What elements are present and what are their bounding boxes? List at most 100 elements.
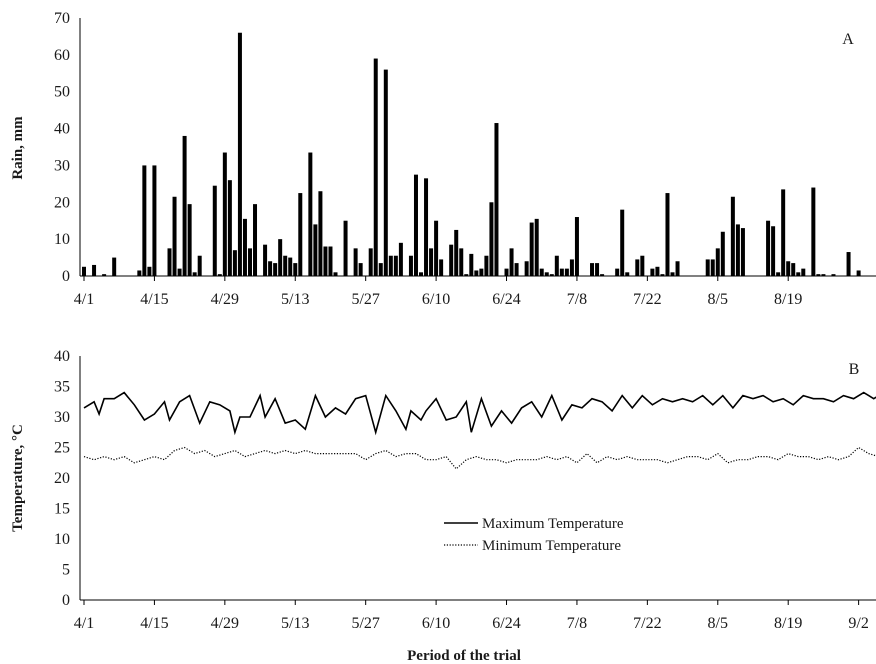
rain-bar bbox=[529, 222, 534, 276]
rain-bar bbox=[278, 239, 283, 276]
temperature-y-tick-label: 0 bbox=[62, 592, 70, 609]
rain-bar bbox=[167, 248, 172, 276]
rain-bar bbox=[730, 196, 735, 276]
temperature-x-tick-label: 4/15 bbox=[140, 615, 168, 632]
rain-x-tick-label: 4/15 bbox=[140, 291, 168, 308]
rain-bar bbox=[429, 248, 434, 276]
temperature-x-tick-label: 7/22 bbox=[633, 615, 661, 632]
temperature-y-tick-label: 20 bbox=[54, 470, 70, 487]
rain-bar bbox=[660, 274, 665, 276]
rain-bar bbox=[549, 274, 554, 276]
rain-bar bbox=[665, 193, 670, 276]
rain-bar bbox=[595, 263, 600, 276]
rain-x-tick-label: 7/8 bbox=[567, 291, 587, 308]
rain-bar bbox=[449, 244, 454, 276]
rain-bar bbox=[650, 268, 655, 276]
rain-bar bbox=[408, 255, 413, 276]
rain-bar bbox=[816, 274, 821, 276]
rain-bar bbox=[92, 264, 97, 276]
rain-bar bbox=[383, 69, 388, 276]
rain-y-tick-label: 10 bbox=[54, 231, 70, 248]
rain-bar bbox=[489, 202, 494, 276]
temperature-y-tick-label: 30 bbox=[54, 409, 70, 426]
rain-bar bbox=[283, 255, 288, 276]
rain-bar bbox=[378, 263, 383, 276]
rain-bar bbox=[534, 218, 539, 276]
rain-bar bbox=[554, 255, 559, 276]
temperature-y-tick-label: 25 bbox=[54, 440, 70, 457]
rain-bar bbox=[600, 274, 605, 276]
rain-bar bbox=[670, 272, 675, 276]
rain-bar bbox=[182, 135, 187, 276]
rain-bar bbox=[509, 248, 514, 276]
temperature-y-axis-title: Temperature, °C bbox=[10, 424, 26, 532]
rain-bar bbox=[715, 248, 720, 276]
rain-bar bbox=[544, 272, 549, 276]
rain-bar bbox=[766, 220, 771, 276]
temperature-x-tick-label: 7/8 bbox=[567, 615, 587, 632]
temperature-x-tick-label: 9/2 bbox=[848, 615, 868, 632]
rain-bar bbox=[288, 257, 293, 276]
temperature-y-tick-label: 10 bbox=[54, 531, 70, 548]
rain-bar bbox=[514, 263, 519, 276]
rain-bar bbox=[247, 248, 252, 276]
temperature-x-tick-label: 8/19 bbox=[774, 615, 802, 632]
temperature-panel-tag: B bbox=[849, 361, 860, 378]
rain-bar bbox=[268, 261, 273, 276]
rain-bar bbox=[192, 272, 197, 276]
rain-bar bbox=[574, 217, 579, 276]
rain-bar bbox=[398, 242, 403, 276]
rain-bar bbox=[147, 266, 152, 276]
rain-bar bbox=[675, 261, 680, 276]
rain-bar bbox=[102, 274, 107, 276]
rain-bar bbox=[459, 248, 464, 276]
rain-y-tick-label: 40 bbox=[54, 121, 70, 138]
rain-bar bbox=[625, 272, 630, 276]
rain-bar bbox=[142, 165, 147, 276]
rain-bar bbox=[368, 248, 373, 276]
rain-bar bbox=[419, 272, 424, 276]
rain-bar bbox=[474, 270, 479, 276]
rain-bar bbox=[227, 180, 232, 276]
rain-bar bbox=[313, 224, 318, 276]
rain-bar bbox=[796, 272, 801, 276]
temperature-chart-panel: B Temperature, °C Period of the trial 0 5… bbox=[10, 348, 876, 664]
rain-bar bbox=[388, 255, 393, 276]
rain-bar bbox=[323, 246, 328, 276]
temperature-y-tick-label: 5 bbox=[62, 562, 70, 579]
temperature-y-tick-labels: 0 5 10 15 20 25 30 35 40 bbox=[54, 348, 70, 609]
rain-bar bbox=[413, 174, 418, 276]
rain-y-tick-label: 0 bbox=[62, 268, 70, 285]
temperature-legend: Maximum Temperature Minimum Temperature bbox=[444, 516, 624, 554]
rain-bar bbox=[393, 255, 398, 276]
rain-bar bbox=[137, 270, 142, 276]
rain-bar bbox=[298, 193, 303, 276]
rain-bar bbox=[152, 165, 157, 276]
legend-max-label: Maximum Temperature bbox=[482, 516, 624, 532]
rain-bar bbox=[187, 204, 192, 276]
rain-bar bbox=[222, 152, 227, 276]
rain-y-axis-title: Rain, mm bbox=[10, 116, 26, 180]
temperature-x-tick-label: 4/29 bbox=[211, 615, 239, 632]
rain-bar bbox=[846, 252, 851, 276]
temperature-y-tick-label: 35 bbox=[54, 379, 70, 396]
rain-bar bbox=[358, 263, 363, 276]
rain-bar bbox=[242, 218, 247, 276]
rain-bars bbox=[82, 32, 861, 277]
rain-y-tick-label: 30 bbox=[54, 157, 70, 174]
rain-x-tick-label: 6/10 bbox=[422, 291, 450, 308]
rain-bar bbox=[464, 274, 469, 276]
rain-bar bbox=[484, 255, 489, 276]
temperature-x-tick-label: 5/27 bbox=[351, 615, 379, 632]
rain-bar bbox=[856, 270, 861, 276]
rain-x-tick-labels: 4/1 4/15 4/29 5/13 5/27 6/10 6/24 7/8 7/22 8/5 8/1… bbox=[74, 276, 802, 308]
rain-bar bbox=[353, 248, 358, 276]
rain-x-tick-label: 8/5 bbox=[708, 291, 728, 308]
rain-bar bbox=[479, 268, 484, 276]
rain-bar bbox=[740, 228, 745, 276]
rain-bar bbox=[635, 259, 640, 276]
rain-panel-tag: A bbox=[842, 31, 854, 48]
temperature-x-tick-label: 6/24 bbox=[492, 615, 520, 632]
temperature-x-axis-title: Period of the trial bbox=[407, 648, 521, 664]
